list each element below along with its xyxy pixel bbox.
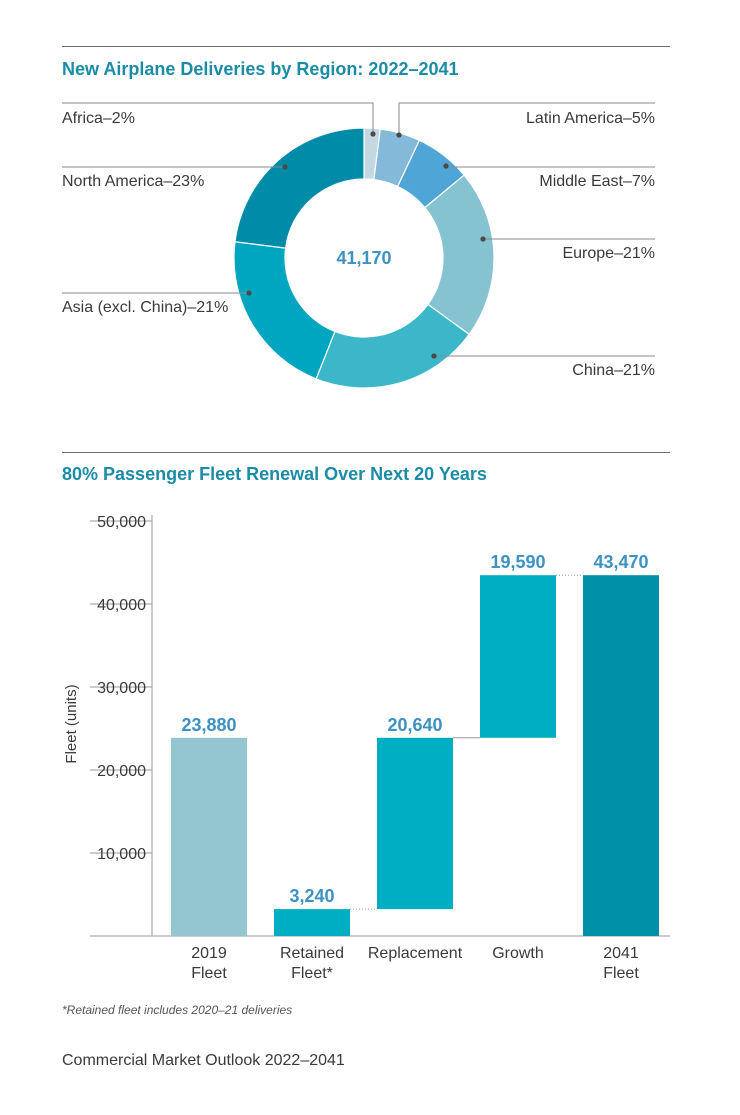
footer-text: Commercial Market Outlook 2022–2041: [62, 1052, 345, 1069]
slice-label: North America–23%: [62, 173, 204, 190]
slice-label: China–21%: [572, 362, 655, 379]
leader-dot: [370, 131, 376, 137]
leader-dot: [282, 164, 288, 170]
bar: [583, 575, 659, 936]
x-category-label: Fleet: [191, 965, 227, 982]
leader-dot: [480, 236, 486, 242]
top-divider: [62, 46, 670, 47]
leader-dot: [431, 353, 437, 359]
y-tick-label: 50,000: [97, 514, 146, 531]
bar-value-label: 23,880: [181, 715, 236, 735]
x-category-label: 2019: [191, 945, 227, 962]
bar-value-label: 19,590: [490, 552, 545, 572]
x-category-label: Fleet*: [291, 965, 333, 982]
y-tick-label: 20,000: [97, 763, 146, 780]
bar: [171, 737, 247, 936]
leader-dot: [396, 132, 402, 138]
x-category-label: 2041: [603, 945, 639, 962]
bar-value-label: 20,640: [387, 715, 442, 735]
y-axis-label: Fleet (units): [63, 684, 80, 763]
bar: [480, 575, 556, 738]
waterfall-chart: 10,000 20,000 30,000 40,000 50,000 Fleet (uni…: [63, 514, 670, 982]
slice-label: Africa–2%: [62, 110, 135, 127]
donut-chart: Africa–2% Latin America–5% Middle East–7% E…: [62, 102, 655, 389]
donut-chart-title: New Airplane Deliveries by Region: 2022–…: [62, 59, 459, 79]
x-category-label: Fleet: [603, 965, 639, 982]
y-tick-label: 30,000: [97, 680, 146, 697]
waterfall-chart-title: 80% Passenger Fleet Renewal Over Next 20…: [62, 464, 487, 484]
slice-label: Latin America–5%: [526, 110, 655, 127]
leader-dot: [246, 290, 252, 296]
bar: [274, 909, 350, 936]
x-category-label: Replacement: [368, 945, 463, 962]
slice-label: Europe–21%: [562, 245, 655, 262]
bar-value-label: 3,240: [289, 886, 334, 906]
slice-label: Middle East–7%: [539, 173, 655, 190]
middle-divider: [62, 452, 670, 453]
y-tick-label: 10,000: [97, 846, 146, 863]
bar-value-label: 43,470: [593, 552, 648, 572]
x-category-label: Retained: [280, 945, 344, 962]
bar: [377, 737, 453, 910]
leader-dot: [443, 163, 449, 169]
footnote: *Retained fleet includes 2020–21 deliver…: [62, 1003, 293, 1017]
leader-line: [62, 102, 374, 134]
slice-label: Asia (excl. China)–21%: [62, 299, 228, 316]
donut-slice: [234, 127, 365, 249]
leader-line: [398, 102, 655, 135]
x-category-label: Growth: [492, 945, 544, 962]
donut-center-total: 41,170: [336, 248, 391, 268]
y-tick-label: 40,000: [97, 597, 146, 614]
